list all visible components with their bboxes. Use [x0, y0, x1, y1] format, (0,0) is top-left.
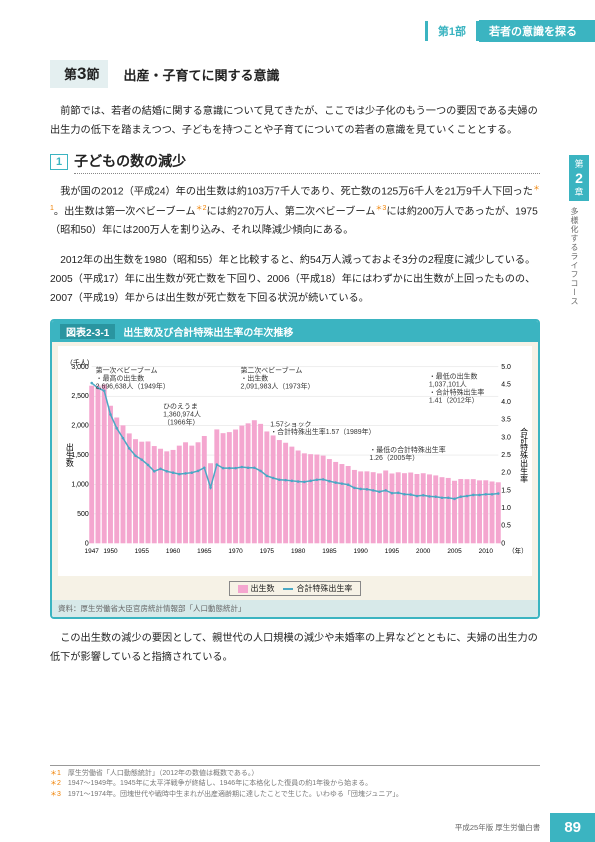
- footnote-ref-3: ＊3: [375, 205, 386, 212]
- chart-legend: 出生数 合計特殊出生率: [58, 581, 532, 596]
- svg-text:1,360,974人: 1,360,974人: [163, 410, 201, 418]
- chapter-badge: 第 2 章: [569, 155, 589, 201]
- svg-text:500: 500: [77, 511, 89, 518]
- svg-text:1947: 1947: [85, 548, 100, 555]
- svg-text:5.0: 5.0: [501, 364, 511, 371]
- svg-text:3.0: 3.0: [501, 434, 511, 441]
- svg-text:4.0: 4.0: [501, 399, 511, 406]
- svg-text:1.41（2012年）: 1.41（2012年）: [429, 395, 479, 404]
- subheading-1: 1 子どもの数の減少: [50, 151, 540, 174]
- svg-text:第二次ベビーブーム: 第二次ベビーブーム: [240, 366, 302, 375]
- svg-text:・出生数: ・出生数: [240, 373, 268, 382]
- paragraph-1: 我が国の2012（平成24）年の出生数は約103万7千人であり、死亡数の125万…: [50, 182, 540, 241]
- svg-text:・最高の出生数: ・最高の出生数: [96, 373, 145, 382]
- svg-text:1955: 1955: [135, 548, 150, 555]
- legend-swatch-line: [283, 588, 293, 590]
- chart-number: 図表2-3-1: [60, 324, 115, 339]
- main-content: 第3節 出産・子育てに関する意識 前節では、若者の結婚に関する意識について見てき…: [50, 60, 540, 678]
- intro-paragraph: 前節では、若者の結婚に関する意識について見てきたが、ここでは少子化のもう一つの要…: [50, 102, 540, 141]
- svg-text:0.5: 0.5: [501, 522, 511, 529]
- page-footer: 平成25年版 厚生労働白書 89: [455, 813, 595, 842]
- svg-text:2,091,983人（1973年）: 2,091,983人（1973年）: [240, 381, 314, 390]
- svg-text:合計特殊出生率: 合計特殊出生率: [520, 426, 529, 484]
- part-title: 若者の意識を探る: [479, 20, 595, 42]
- svg-text:2005: 2005: [447, 548, 462, 555]
- chart-container: 図表2-3-1 出生数及び合計特殊出生率の年次推移 5001,0001,5002…: [50, 319, 540, 619]
- svg-text:（年）: （年）: [508, 546, 527, 555]
- paragraph-2: 2012年の出生数を1980（昭和55）年と比較すると、約54万人減っておよそ3…: [50, 251, 540, 309]
- section-number-box: 第3節: [50, 60, 108, 88]
- part-label: 第1部: [425, 21, 479, 41]
- chapter-subtitle: 多様化するライフコース: [569, 207, 580, 306]
- svg-text:（千人）: （千人）: [66, 358, 94, 367]
- page-number: 89: [550, 813, 595, 842]
- section-heading: 第3節 出産・子育てに関する意識: [50, 60, 540, 88]
- legend-swatch-bars: [238, 585, 248, 593]
- svg-text:ひのえうま: ひのえうま: [163, 402, 198, 410]
- svg-text:2.5: 2.5: [501, 452, 511, 459]
- header: 第1部 若者の意識を探る: [425, 20, 595, 42]
- svg-text:・合計特殊出生率1.57（1989年）: ・合計特殊出生率1.57（1989年）: [270, 427, 375, 436]
- svg-text:1.26（2005年）: 1.26（2005年）: [369, 453, 419, 462]
- svg-text:・最低の合計特殊出生率: ・最低の合計特殊出生率: [369, 445, 445, 454]
- chart-header: 図表2-3-1 出生数及び合計特殊出生率の年次推移: [52, 321, 538, 342]
- footnotes: ＊1 厚生労働省「人口動態統計」（2012年の数値は概数である。） ＊2 194…: [50, 765, 540, 801]
- svg-text:・合計特殊出生率: ・合計特殊出生率: [429, 387, 485, 396]
- svg-text:2,000: 2,000: [71, 422, 89, 429]
- chart-title: 出生数及び合計特殊出生率の年次推移: [123, 324, 293, 339]
- chart-body: 5001,0001,5002,0002,5003,0000.51.01.52.0…: [52, 342, 538, 600]
- svg-text:1980: 1980: [291, 548, 306, 555]
- section-title: 出産・子育てに関する意識: [124, 65, 280, 84]
- chart-source: 資料：厚生労働省大臣官房統計情報部「人口動態統計」: [52, 600, 538, 617]
- svg-text:4.5: 4.5: [501, 381, 511, 388]
- svg-text:1.0: 1.0: [501, 505, 511, 512]
- svg-text:1970: 1970: [228, 548, 243, 555]
- svg-text:1960: 1960: [166, 548, 181, 555]
- svg-text:1.5: 1.5: [501, 487, 511, 494]
- svg-text:・最低の出生数: ・最低の出生数: [429, 371, 478, 380]
- svg-text:2010: 2010: [479, 548, 494, 555]
- svg-text:1965: 1965: [197, 548, 212, 555]
- paragraph-3: この出生数の減少の要因として、親世代の人口規模の減少や未婚率の上昇などとともに、…: [50, 629, 540, 668]
- svg-text:2000: 2000: [416, 548, 431, 555]
- footnote-ref-2: ＊2: [196, 205, 207, 212]
- svg-text:1,037,101人: 1,037,101人: [429, 380, 467, 388]
- svg-text:2,696,638人（1949年）: 2,696,638人（1949年）: [96, 381, 170, 390]
- footer-edition: 平成25年版 厚生労働白書: [455, 822, 540, 833]
- svg-text:0: 0: [85, 540, 89, 547]
- svg-text:1995: 1995: [385, 548, 400, 555]
- svg-text:0: 0: [501, 540, 505, 547]
- svg-text:3.5: 3.5: [501, 417, 511, 424]
- svg-text:1985: 1985: [322, 548, 337, 555]
- births-chart: 5001,0001,5002,0002,5003,0000.51.01.52.0…: [58, 346, 532, 576]
- subheading-num: 1: [50, 154, 68, 170]
- svg-text:2,500: 2,500: [71, 393, 89, 400]
- svg-text:1975: 1975: [260, 548, 275, 555]
- svg-text:（1966年）: （1966年）: [163, 417, 199, 426]
- svg-text:第一次ベビーブーム: 第一次ベビーブーム: [96, 366, 158, 375]
- side-tab: 第 2 章 多様化するライフコース: [569, 155, 589, 306]
- svg-text:2.0: 2.0: [501, 469, 511, 476]
- svg-text:1950: 1950: [103, 548, 118, 555]
- svg-text:1990: 1990: [354, 548, 369, 555]
- svg-text:出生数: 出生数: [65, 442, 74, 468]
- svg-text:1.57ショック: 1.57ショック: [270, 420, 311, 428]
- subheading-text: 子どもの数の減少: [74, 151, 540, 174]
- svg-text:1,000: 1,000: [71, 481, 89, 488]
